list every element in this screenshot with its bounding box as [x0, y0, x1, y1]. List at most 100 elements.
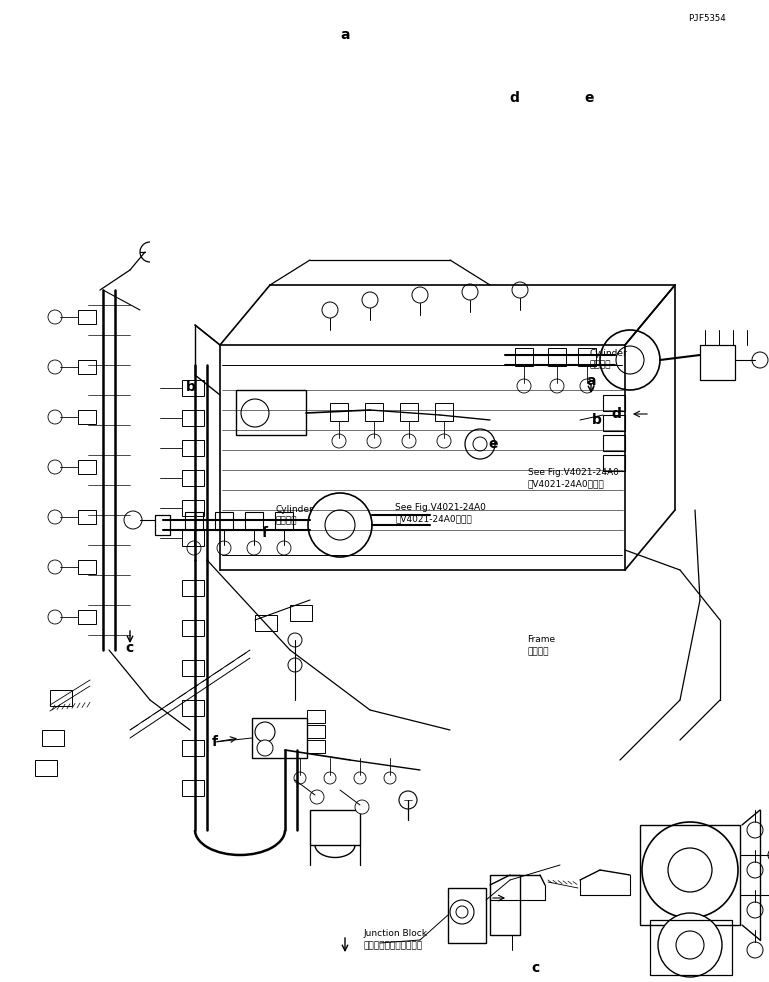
Bar: [365, 403, 383, 421]
Bar: [252, 718, 307, 758]
Text: f: f: [262, 526, 268, 540]
Text: フレーム: フレーム: [527, 647, 548, 657]
Circle shape: [48, 510, 62, 524]
Circle shape: [550, 379, 564, 393]
Circle shape: [257, 740, 273, 756]
Circle shape: [399, 791, 417, 809]
Text: Cylinder: Cylinder: [589, 349, 627, 357]
Circle shape: [747, 862, 763, 878]
Text: c: c: [531, 961, 539, 975]
Circle shape: [354, 772, 366, 784]
Text: See Fig.V4021-24A0: See Fig.V4021-24A0: [395, 503, 486, 512]
Text: シリンダ: シリンダ: [276, 517, 298, 525]
Bar: [182, 410, 204, 426]
Bar: [448, 888, 486, 943]
Circle shape: [642, 822, 738, 918]
Bar: [435, 403, 453, 421]
Bar: [515, 348, 533, 366]
Bar: [182, 380, 204, 396]
Circle shape: [473, 437, 487, 451]
Circle shape: [465, 429, 495, 459]
Circle shape: [580, 379, 594, 393]
Circle shape: [48, 560, 62, 574]
Circle shape: [658, 913, 722, 977]
Bar: [78, 560, 96, 574]
Bar: [603, 455, 625, 471]
Circle shape: [48, 410, 62, 424]
Circle shape: [462, 284, 478, 300]
Bar: [330, 403, 348, 421]
Circle shape: [247, 541, 261, 555]
Text: b: b: [186, 380, 196, 394]
Text: See Fig.V4021-24A0: See Fig.V4021-24A0: [528, 467, 619, 476]
Text: c: c: [126, 641, 134, 655]
Bar: [275, 512, 293, 530]
Text: 第V4021-24A0図参照: 第V4021-24A0図参照: [395, 515, 471, 523]
Bar: [78, 310, 96, 324]
Bar: [236, 390, 306, 435]
Circle shape: [324, 772, 336, 784]
Bar: [78, 510, 96, 524]
Bar: [182, 440, 204, 456]
Circle shape: [747, 902, 763, 918]
Bar: [182, 580, 204, 596]
Text: f: f: [212, 735, 218, 749]
Circle shape: [288, 658, 302, 672]
Bar: [490, 875, 520, 935]
Circle shape: [362, 292, 378, 308]
Circle shape: [517, 379, 531, 393]
Bar: [78, 360, 96, 374]
Bar: [42, 730, 64, 746]
Bar: [35, 760, 57, 776]
Circle shape: [768, 848, 769, 862]
Bar: [310, 810, 360, 845]
Circle shape: [512, 282, 528, 298]
Circle shape: [668, 848, 712, 892]
Text: Junction Block: Junction Block: [363, 930, 427, 939]
Circle shape: [367, 434, 381, 448]
Bar: [245, 512, 263, 530]
Circle shape: [412, 287, 428, 303]
Circle shape: [600, 330, 660, 390]
Bar: [603, 435, 625, 451]
Circle shape: [48, 610, 62, 624]
Circle shape: [255, 722, 275, 742]
Circle shape: [294, 772, 306, 784]
Circle shape: [277, 541, 291, 555]
Text: Cylinder: Cylinder: [276, 505, 314, 514]
Bar: [182, 620, 204, 636]
Circle shape: [48, 360, 62, 374]
Bar: [650, 920, 732, 975]
Circle shape: [450, 900, 474, 924]
Circle shape: [676, 931, 704, 959]
Bar: [50, 690, 72, 706]
Bar: [290, 605, 312, 621]
Bar: [700, 345, 735, 380]
Text: PJF5354: PJF5354: [688, 14, 726, 23]
Text: a: a: [586, 374, 596, 388]
Circle shape: [747, 942, 763, 958]
Circle shape: [241, 399, 269, 427]
Bar: [182, 740, 204, 756]
Circle shape: [308, 493, 372, 557]
Bar: [255, 615, 277, 631]
Bar: [400, 403, 418, 421]
Circle shape: [48, 310, 62, 324]
Bar: [182, 780, 204, 796]
Bar: [578, 348, 596, 366]
Circle shape: [616, 346, 644, 374]
Circle shape: [747, 822, 763, 838]
Circle shape: [310, 790, 324, 804]
Bar: [182, 470, 204, 486]
Bar: [182, 700, 204, 716]
Text: e: e: [584, 91, 594, 105]
Circle shape: [384, 772, 396, 784]
Bar: [155, 515, 170, 535]
Text: シリンダ: シリンダ: [589, 360, 611, 369]
Bar: [640, 825, 740, 925]
Circle shape: [402, 434, 416, 448]
Circle shape: [355, 800, 369, 814]
Text: 第V4021-24A0図参照: 第V4021-24A0図参照: [528, 479, 604, 488]
Bar: [603, 415, 625, 431]
Text: e: e: [488, 437, 498, 451]
